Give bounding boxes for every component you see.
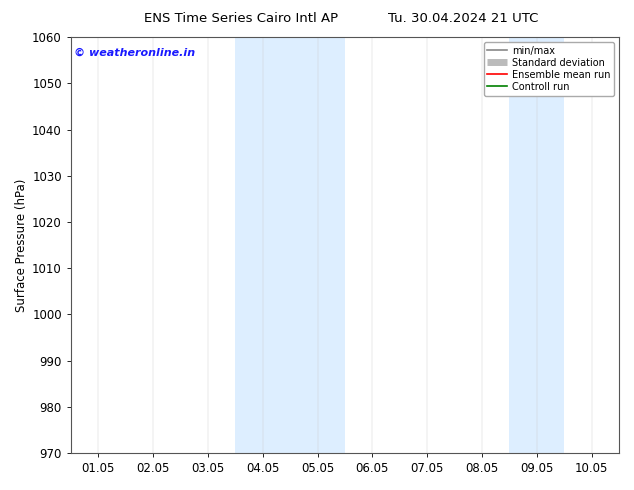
Text: © weatheronline.in: © weatheronline.in (74, 48, 195, 57)
Text: ENS Time Series Cairo Intl AP: ENS Time Series Cairo Intl AP (144, 12, 338, 25)
Bar (235, 37, 345, 453)
Bar (509, 37, 564, 453)
Y-axis label: Surface Pressure (hPa): Surface Pressure (hPa) (15, 178, 28, 312)
Legend: min/max, Standard deviation, Ensemble mean run, Controll run: min/max, Standard deviation, Ensemble me… (484, 42, 614, 96)
Text: Tu. 30.04.2024 21 UTC: Tu. 30.04.2024 21 UTC (387, 12, 538, 25)
